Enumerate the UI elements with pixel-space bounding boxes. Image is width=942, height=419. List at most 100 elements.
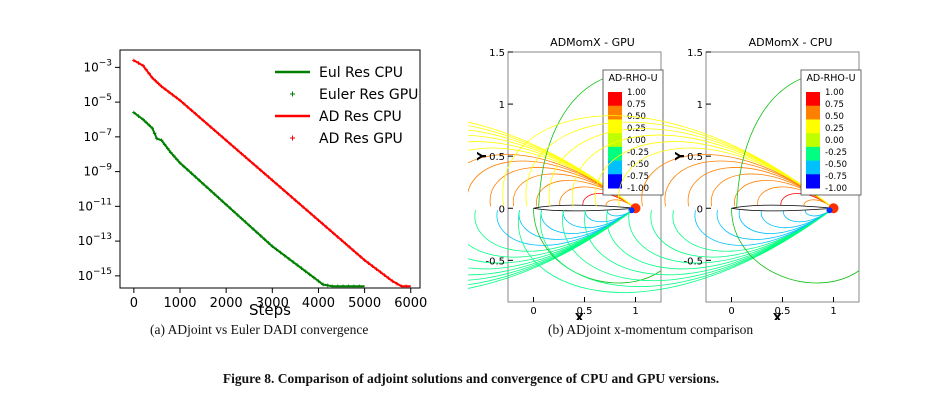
series-marker [390, 279, 395, 283]
cold-spot [628, 207, 635, 214]
series-marker [150, 126, 155, 130]
contour-line [474, 207, 636, 252]
legend-level: 1.00 [825, 88, 844, 98]
series-marker [358, 255, 363, 259]
legend-level: -0.75 [825, 172, 847, 182]
legend-label: Euler Res GPU [319, 87, 418, 103]
series-marker [312, 215, 317, 219]
x-tick-label: 1 [830, 306, 836, 317]
y-tick-label: 10−9 [83, 163, 112, 179]
series-marker [305, 208, 309, 213]
legend-swatch [290, 91, 295, 97]
contour-title: ADMomX - CPU [749, 36, 833, 49]
contour-title: ADMomX - GPU [550, 36, 635, 49]
y-axis-label: Y [673, 152, 687, 162]
series-marker [321, 282, 325, 287]
series-marker [320, 221, 325, 226]
contour-line [595, 141, 834, 209]
y-tick-label: 10−5 [83, 93, 112, 109]
legend-level: -0.50 [825, 160, 847, 170]
series-marker [197, 178, 202, 183]
series-marker [163, 87, 168, 92]
series-marker [201, 118, 205, 123]
caption-a: (a) ADjoint vs Euler DADI convergence [150, 322, 369, 337]
x-tick-label: 2000 [210, 296, 243, 311]
series-marker [247, 223, 252, 228]
legend-level: 1.00 [627, 88, 646, 98]
series-marker [339, 238, 344, 243]
legend-color-block [806, 146, 820, 162]
series-marker [185, 105, 190, 109]
series-marker [251, 161, 255, 166]
y-axis-label: Y [475, 152, 489, 162]
legend-label: AD Res CPU [319, 109, 402, 125]
series-marker [132, 58, 136, 63]
series-marker [382, 273, 387, 277]
series-marker [299, 266, 304, 270]
legend-color-block [608, 105, 622, 120]
series-marker [172, 154, 176, 158]
y-tick-label: 0 [499, 204, 505, 215]
legend-title: AD-RHO-U [806, 73, 855, 84]
y-tick-label: 10−13 [78, 232, 112, 248]
x-tick-label: 0 [728, 306, 734, 317]
legend-level: -0.25 [825, 148, 847, 158]
series-marker [258, 168, 263, 173]
contour-line [540, 207, 636, 234]
series-marker [220, 135, 225, 139]
legend-color-block [608, 160, 622, 175]
legend-color-block [806, 119, 820, 134]
legend-level: -0.25 [627, 148, 649, 158]
contour-line [584, 207, 834, 276]
series-marker [316, 218, 321, 223]
x-axis-label: Steps [249, 301, 291, 319]
y-tick-label: 0 [697, 204, 703, 215]
series-marker [266, 241, 271, 245]
legend-title: AD-RHO-U [608, 73, 657, 84]
legend-level: -0.75 [627, 172, 649, 182]
series-marker [312, 275, 316, 280]
x-axis-label: X [773, 311, 783, 320]
series-marker [155, 136, 159, 141]
y-tick-label: 1.5 [489, 48, 505, 59]
series-marker [150, 75, 155, 80]
series-marker [224, 202, 228, 207]
contour-line [562, 207, 834, 282]
series-marker [167, 90, 171, 94]
series-marker [293, 198, 298, 203]
series-marker [147, 123, 152, 128]
contour-line [496, 207, 636, 246]
series-marker [278, 250, 283, 255]
series-marker [144, 120, 148, 125]
x-tick-label: 4000 [302, 296, 335, 311]
contour-line [517, 207, 834, 293]
legend-color-block [608, 92, 622, 107]
series-marker [185, 168, 190, 172]
series-marker [328, 228, 332, 233]
series-marker [141, 117, 145, 122]
series-marker [278, 185, 282, 189]
contour-panels: ADMomX - GPU 1.5 1 0.5 0 -0.5 0 0.5 1 X Y AD-RHO-U 1… [304, 30, 878, 325]
x-tick-label: 0.5 [577, 306, 593, 317]
contour-line [571, 134, 834, 209]
series-marker [266, 175, 271, 179]
legend-level: 0.75 [627, 100, 646, 110]
series-marker [165, 146, 170, 151]
series-marker [193, 175, 198, 179]
series-marker [295, 263, 300, 267]
series-marker [197, 115, 202, 119]
x-tick-label: 1000 [163, 296, 196, 311]
series-marker [335, 235, 340, 239]
series-marker [201, 181, 205, 186]
series-layer [132, 58, 411, 289]
contour-line [694, 207, 834, 246]
series-marker [332, 231, 336, 236]
x-tick-label: 0 [530, 306, 536, 317]
series-marker [316, 279, 321, 283]
y-tick-label: 10−15 [78, 267, 112, 283]
contour-line [525, 121, 834, 209]
series-marker [153, 78, 158, 83]
series-marker [325, 283, 330, 288]
